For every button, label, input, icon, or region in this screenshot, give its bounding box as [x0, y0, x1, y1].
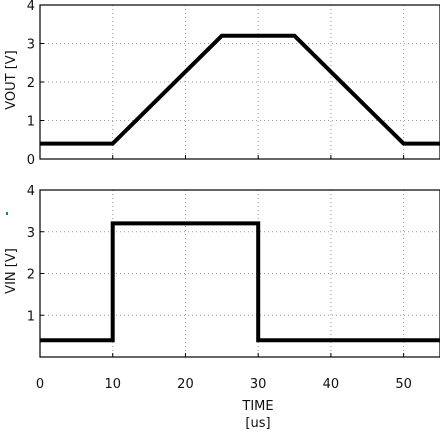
xtick-label: 50 [395, 377, 412, 392]
xtick-label: 10 [104, 377, 121, 392]
xtick-label: 30 [250, 377, 267, 392]
vout-ytick-label: 0 [27, 153, 35, 168]
vin-ytick-label: 1 [27, 309, 35, 324]
vout-ytick-label: 4 [27, 0, 35, 14]
vin-ytick-label: 4 [27, 184, 35, 199]
vout-axis-label: VOUT [V] [4, 50, 19, 110]
vout-waveform-line [40, 33, 440, 146]
vin-ytick-label: 3 [27, 226, 35, 241]
vout-ytick-label: 2 [27, 76, 35, 91]
vin-axis-label: VIN [V] [4, 248, 19, 294]
x-axis-unit: [us] [245, 416, 270, 431]
xtick-label: 40 [323, 377, 340, 392]
stray-mark [6, 212, 8, 215]
vin-waveform-line [40, 221, 440, 343]
vout-ytick-label: 3 [27, 38, 35, 53]
vout-panel: 0 1 2 3 4 [27, 0, 440, 168]
vout-ytick-label: 1 [27, 115, 35, 130]
vin-ytick-label: 2 [27, 268, 35, 283]
xtick-label: 20 [177, 377, 194, 392]
xtick-label: 0 [36, 377, 44, 392]
x-axis-label: TIME [241, 399, 273, 414]
